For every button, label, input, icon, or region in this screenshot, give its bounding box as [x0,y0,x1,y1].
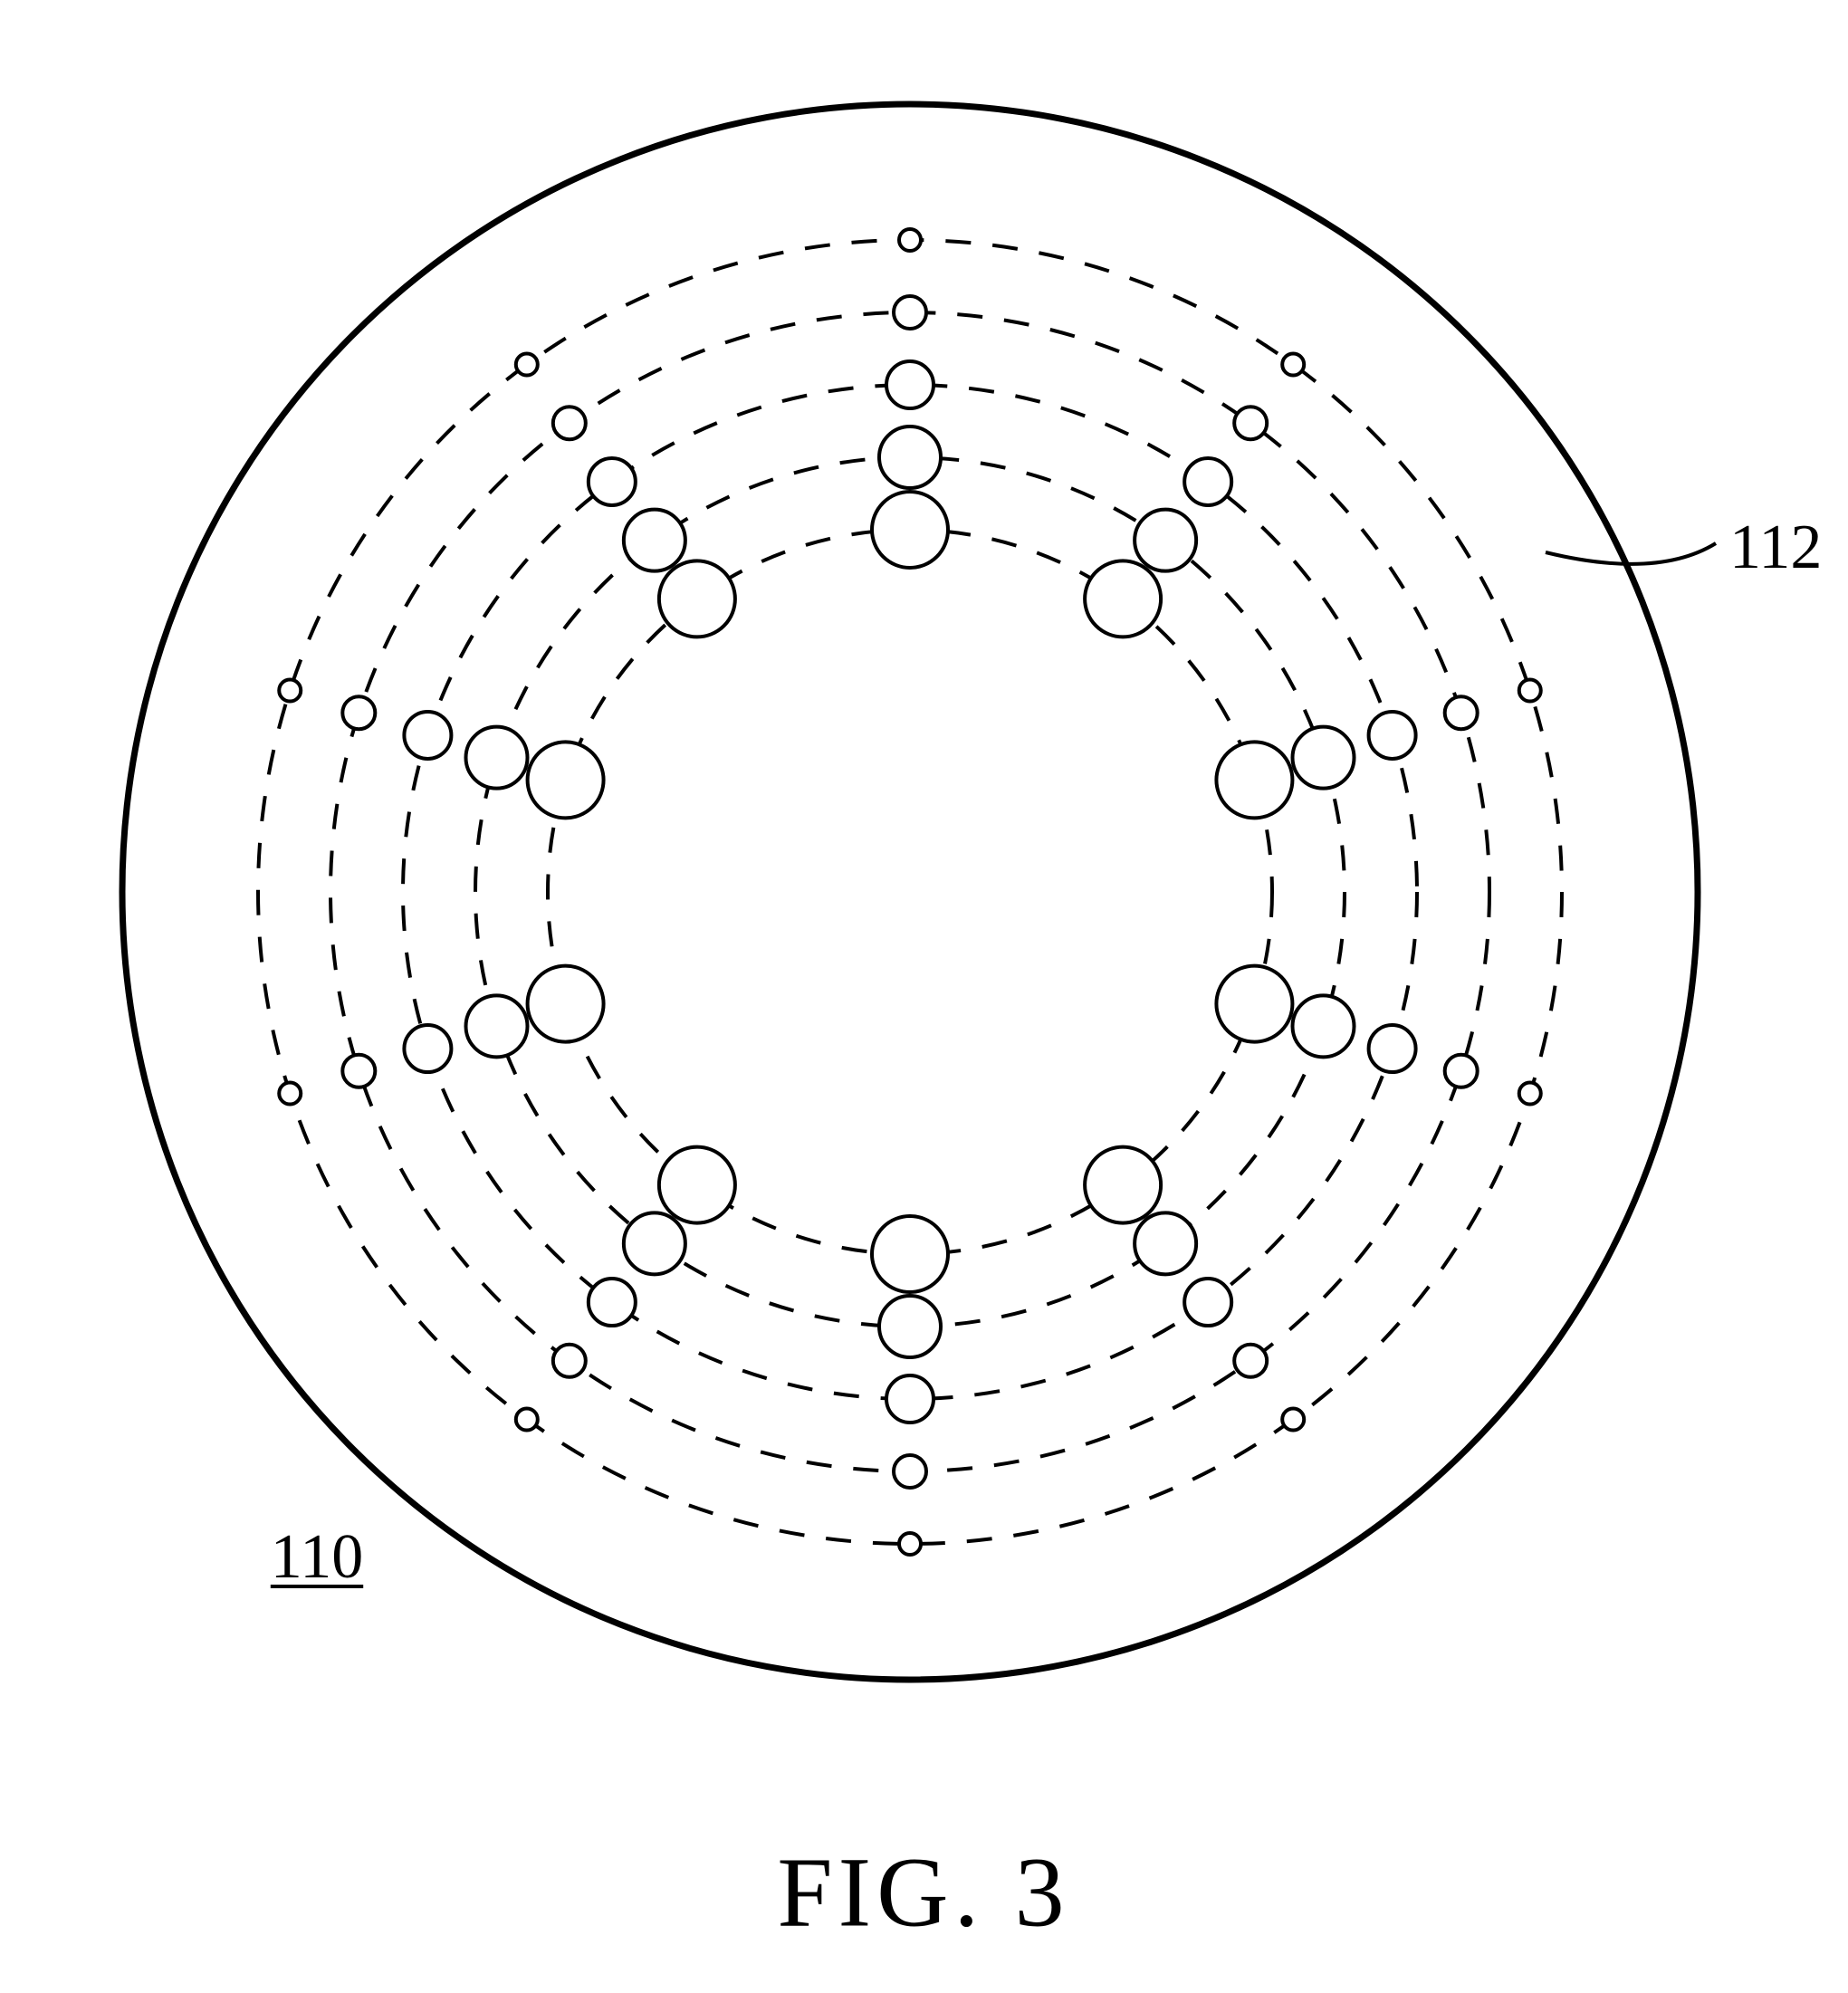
hole [899,1533,921,1555]
hole [404,1025,451,1072]
hole [1234,1345,1267,1377]
hole [886,361,934,408]
guide-ring [548,530,1272,1254]
hole [894,296,926,329]
hole [342,696,375,729]
figure-svg [0,0,1848,1993]
hole [342,1055,375,1088]
hole [528,966,604,1042]
hole [589,458,636,505]
hole [872,1216,948,1292]
hole [624,1212,685,1274]
hole [279,680,301,702]
outer-circle [122,104,1698,1680]
hole [1135,1212,1196,1274]
hole [279,1082,301,1104]
hole [1085,561,1161,637]
hole [516,1408,538,1430]
hole [1519,680,1541,702]
hole [872,492,948,568]
hole [1369,1025,1416,1072]
hole [516,354,538,376]
hole [659,1147,735,1223]
hole [1282,1408,1304,1430]
hole [404,712,451,759]
hole [1519,1082,1541,1104]
leader-line-112 [1546,543,1716,564]
hole [1445,696,1478,729]
hole [1293,727,1355,789]
guide-ring [475,457,1345,1327]
hole [1085,1147,1161,1223]
hole [589,1279,636,1326]
hole [886,1375,934,1423]
hole [465,995,527,1057]
ref-label-112: 112 [1729,512,1822,584]
hole [1135,510,1196,571]
hole [659,561,735,637]
hole [899,229,921,251]
hole [1445,1055,1478,1088]
figure-page: FIG. 3 110 112 [0,0,1848,1993]
hole [1293,995,1355,1057]
hole [879,1296,941,1357]
hole [1184,458,1231,505]
hole [465,727,527,789]
hole [894,1455,926,1488]
figure-caption: FIG. 3 [777,1835,1069,1950]
hole [624,510,685,571]
hole [1216,966,1292,1042]
hole [1369,712,1416,759]
hole [1216,742,1292,818]
ref-label-110: 110 [271,1521,363,1594]
hole [1234,407,1267,439]
hole [553,1345,586,1377]
hole [1282,354,1304,376]
hole [1184,1279,1231,1326]
hole [553,407,586,439]
hole [528,742,604,818]
hole [879,426,941,488]
